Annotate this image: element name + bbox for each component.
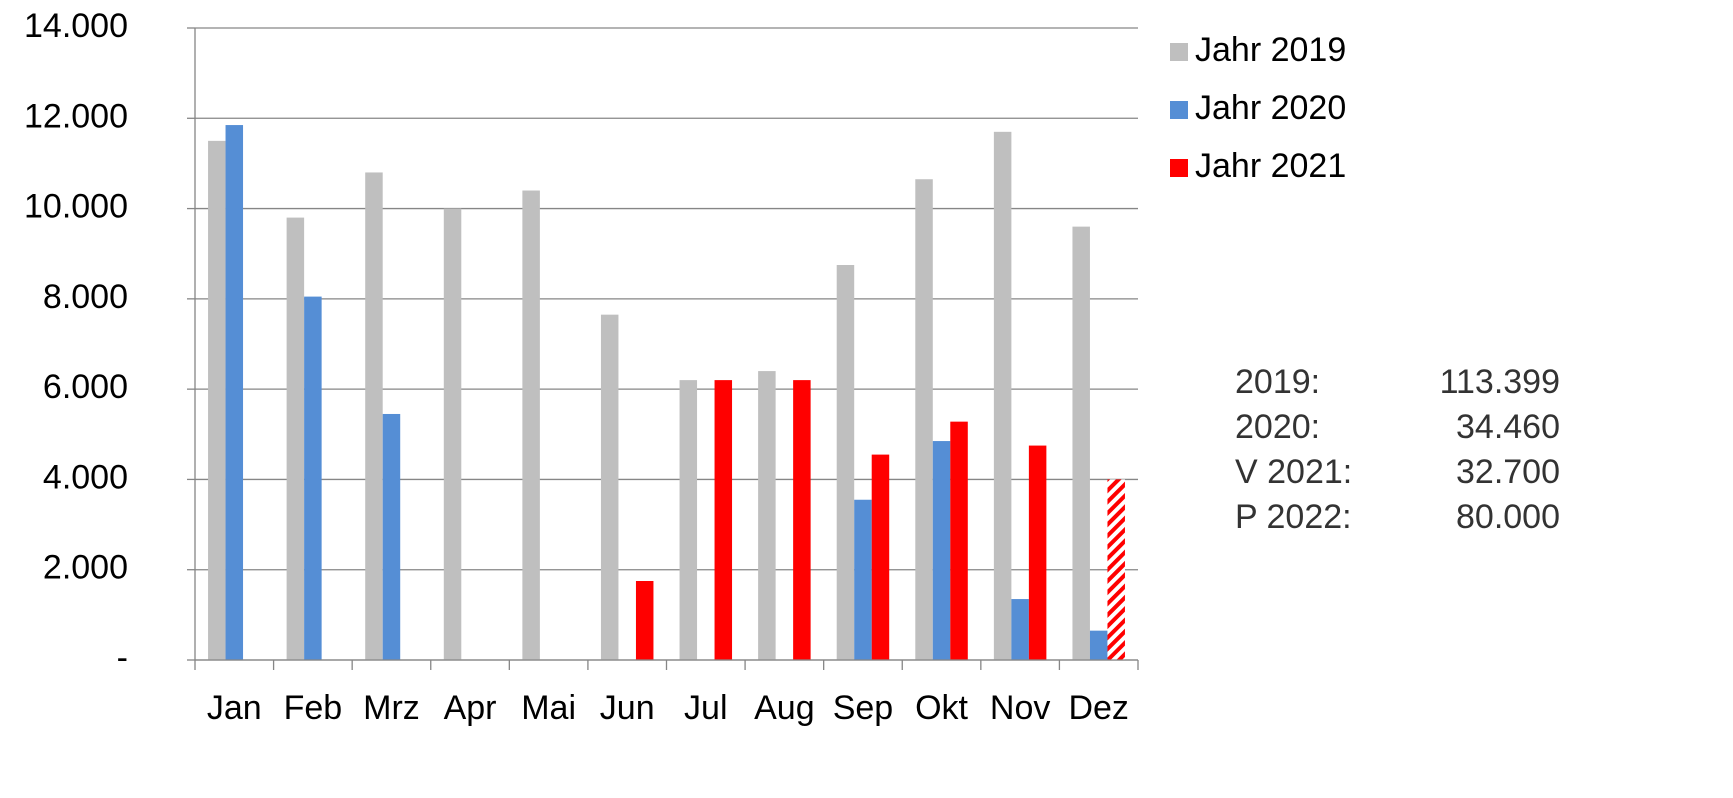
bar — [714, 380, 733, 660]
legend-label: Jahr 2019 — [1195, 31, 1346, 69]
bar — [993, 131, 1012, 661]
x-tick-label: Dez — [1068, 689, 1128, 727]
bar — [304, 296, 322, 660]
summary-value: 32.700 — [1456, 453, 1560, 491]
bar — [522, 190, 540, 660]
legend-swatch — [1170, 159, 1188, 177]
x-tick-label: Jul — [684, 689, 727, 727]
bar — [679, 380, 698, 660]
bar — [382, 413, 401, 660]
y-tick-label: 14.000 — [24, 7, 128, 45]
bar — [1028, 445, 1047, 660]
bar — [1011, 599, 1029, 660]
bar — [286, 217, 305, 660]
y-tick-label: 8.000 — [43, 278, 128, 316]
bar — [443, 208, 462, 661]
x-tick-label: Nov — [990, 689, 1050, 727]
y-tick-label: - — [117, 639, 128, 677]
bar — [950, 421, 968, 660]
legend-label: Jahr 2020 — [1195, 89, 1346, 127]
y-tick-label: 10.000 — [24, 188, 128, 226]
y-tick-label: 4.000 — [43, 458, 128, 496]
bar — [854, 499, 872, 660]
summary-value: 113.399 — [1440, 363, 1560, 401]
bar — [758, 371, 776, 660]
bar — [1089, 630, 1108, 660]
bar — [793, 380, 811, 660]
bar — [1107, 479, 1125, 660]
x-tick-label: Apr — [444, 689, 497, 727]
bar — [365, 172, 383, 660]
summary-label: V 2021: — [1235, 453, 1352, 491]
x-tick-label: Feb — [284, 689, 343, 727]
bar — [871, 454, 890, 660]
summary-value: 34.460 — [1456, 408, 1560, 446]
y-tick-label: 6.000 — [43, 368, 128, 406]
bar — [932, 441, 951, 660]
bar — [1072, 226, 1090, 660]
x-tick-label: Aug — [754, 689, 815, 727]
summary-label: 2020: — [1235, 408, 1320, 446]
legend-label: Jahr 2021 — [1195, 147, 1346, 185]
summary-label: 2019: — [1235, 363, 1320, 401]
x-tick-label: Okt — [915, 689, 968, 727]
bar — [600, 314, 619, 660]
x-tick-label: Mai — [521, 689, 576, 727]
x-tick-label: Jun — [600, 689, 655, 727]
bar — [208, 140, 226, 660]
bar — [225, 125, 244, 661]
x-tick-label: Sep — [833, 689, 894, 727]
x-tick-label: Jan — [207, 689, 262, 727]
legend-swatch — [1170, 101, 1188, 119]
bar — [915, 179, 933, 660]
y-tick-label: 2.000 — [43, 549, 128, 587]
bar — [635, 581, 654, 660]
bar — [836, 265, 855, 660]
summary-label: P 2022: — [1235, 498, 1352, 536]
legend-swatch — [1170, 43, 1188, 61]
x-tick-label: Mrz — [363, 689, 420, 727]
y-tick-label: 12.000 — [24, 97, 128, 135]
summary-value: 80.000 — [1456, 498, 1560, 536]
